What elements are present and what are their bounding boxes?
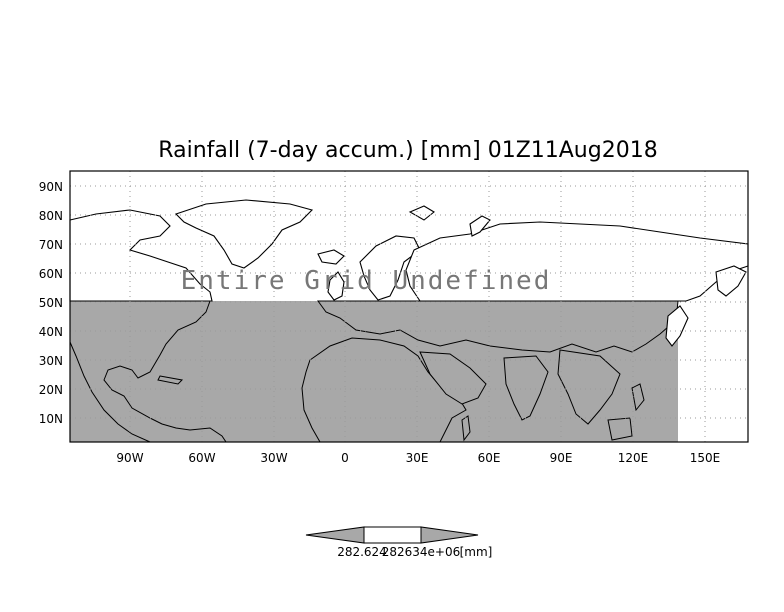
landmass-eurasia-south — [317, 300, 679, 353]
lon-label: 60E — [478, 451, 501, 465]
lat-label: 60N — [39, 267, 63, 281]
scandinavia — [359, 235, 421, 301]
lon-label: 150E — [690, 451, 721, 465]
lat-label: 50N — [39, 296, 63, 310]
colorbar-segment — [363, 526, 422, 544]
map-frame — [69, 170, 749, 443]
map-area: Entire Grid Undefined — [69, 170, 749, 443]
lon-label: 60W — [188, 451, 215, 465]
undefined-grid-message: Entire Grid Undefined — [181, 266, 552, 296]
lon-label: 30E — [406, 451, 429, 465]
lat-label: 70N — [39, 238, 63, 252]
greenland — [174, 199, 314, 269]
kamchatka — [715, 265, 747, 297]
colorbar-units-label: [mm] — [460, 545, 493, 559]
lon-label: 0 — [341, 451, 349, 465]
iceland — [317, 249, 345, 265]
landmass-india — [503, 355, 549, 421]
coastlines-south — [157, 375, 645, 442]
madagascar-hint — [461, 415, 471, 442]
landmass-americas — [69, 300, 227, 443]
lon-label: 90E — [550, 451, 573, 465]
land-masses — [69, 300, 679, 443]
borneo — [607, 417, 633, 441]
lat-label: 90N — [39, 180, 63, 194]
latitude-labels: 10N 20N 30N 40N 50N 60N 70N 80N 90N — [39, 180, 63, 426]
colorbar-max-label: 282634e+06 — [382, 545, 461, 559]
lon-label: 90W — [116, 451, 143, 465]
japan — [665, 305, 689, 347]
graticule — [70, 171, 748, 442]
longitude-labels: 90W 60W 30W 0 30E 60E 90E 120E 150E — [116, 451, 720, 465]
map-title: Rainfall (7-day accum.) [mm] 01Z11Aug201… — [158, 138, 657, 163]
colorbar-left-arrow — [305, 526, 365, 544]
lat-label: 40N — [39, 325, 63, 339]
landmass-africa — [301, 337, 467, 443]
united-kingdom — [327, 271, 345, 301]
caribbean-cuba — [157, 375, 184, 385]
lat-label: 20N — [39, 383, 63, 397]
lat-label: 30N — [39, 354, 63, 368]
svalbard — [408, 205, 435, 221]
north-america-north — [69, 209, 213, 302]
colorbar-min-label: 282.624 — [337, 545, 387, 559]
philippines — [631, 383, 645, 412]
lon-label: 30W — [260, 451, 287, 465]
colorbar: 282.624 282634e+06 [mm] — [305, 526, 493, 559]
novaya-zemlya — [469, 215, 491, 237]
coastlines-north — [69, 199, 749, 347]
lat-label: 80N — [39, 209, 63, 223]
landmass-arabia — [419, 351, 487, 405]
landmass-se-asia — [557, 349, 621, 425]
lon-label: 120E — [618, 451, 649, 465]
lat-label: 10N — [39, 412, 63, 426]
colorbar-right-arrow — [420, 526, 479, 544]
